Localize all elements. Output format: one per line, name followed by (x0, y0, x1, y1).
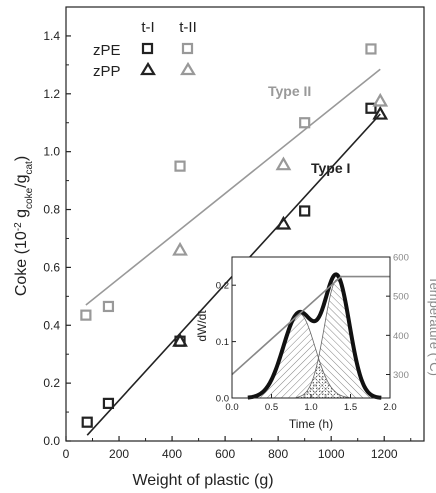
main-y-axis-label: Coke (10-2 gcoke/gcat) (13, 156, 35, 296)
fit-label-type-ii: Type II (268, 83, 311, 99)
legend-col-header-t-ii: t-II (179, 19, 197, 36)
inset-x-axis-label: Time (h) (289, 417, 333, 431)
fit-line-type-ii (85, 68, 381, 306)
inset-curves (231, 272, 390, 400)
data-point-triangle (372, 92, 389, 107)
data-point-triangle (172, 332, 188, 347)
inset-right-y-tick-label: 400 (393, 331, 409, 342)
inset-right-y-tick-label: 500 (393, 292, 409, 303)
data-point-square (299, 117, 311, 129)
legend-marker-zpe-t-ii (181, 42, 194, 55)
inset-right-y-tick-label: 300 (393, 370, 409, 381)
main-y-ticks: 0.0 0.2 0.4 0.6 0.8 1.0 1.2 1.4 (43, 6, 71, 448)
inset-temperature-line (231, 275, 390, 376)
legend-row-label-zpe: zPE (93, 42, 121, 59)
main-y-tick-label: 1.2 (43, 87, 60, 101)
inset-x-tick-label: 0.0 (225, 402, 238, 413)
inset-y-axis-label: dW/dt (195, 310, 209, 342)
inset-y-tick-label: 0.2 (216, 281, 229, 292)
inset-x-tick-label: 2.0 (383, 402, 396, 413)
data-point-square (365, 102, 377, 114)
inset-x-ticks: 0.0 0.5 1.0 1.5 2.0 (225, 394, 397, 413)
inset-x-tick-label: 1.0 (304, 402, 317, 413)
data-point-triangle (172, 241, 188, 256)
inset-chart: 0.0 0.5 1.0 1.5 2.0 0.0 0.1 0.2 300 400 500 600 T… (195, 253, 436, 432)
inset-y-tick-label: 0.1 (216, 337, 229, 348)
legend-row-label-zpp: zPP (93, 63, 121, 80)
main-y-tick-label: 0.6 (43, 260, 60, 274)
inset-dw-dt-curve (247, 272, 382, 400)
legend: t-I t-II zPE zPP (93, 19, 197, 80)
main-x-tick-label: 1000 (318, 447, 345, 461)
data-point-triangle (275, 215, 292, 230)
main-chart: 0 200 400 600 800 1000 1200 0.0 0.2 0.4 0.6 0.8 1.0… (13, 6, 425, 489)
data-point-square (365, 43, 377, 55)
main-y-tick-label: 0.2 (43, 376, 60, 390)
data-point-triangle (275, 156, 292, 171)
main-y-tick-label: 1.0 (43, 145, 60, 159)
main-x-tick-label: 600 (215, 447, 235, 461)
legend-marker-zpe-t-i (141, 42, 154, 55)
inset-right-y-tick-label: 600 (393, 253, 409, 264)
inset-right-y-ticks: 300 400 500 600 (386, 253, 409, 381)
data-point-square (80, 309, 92, 321)
inset-y-ticks: 0.0 0.1 0.2 (216, 281, 236, 405)
legend-col-header-t-i: t-I (141, 19, 154, 36)
inset-x-tick-label: 0.5 (265, 402, 278, 413)
inset-y-tick-label: 0.0 (216, 394, 229, 405)
data-point-square (81, 416, 93, 428)
inset-x-tick-label: 1.5 (344, 402, 357, 413)
legend-marker-zpp-t-ii (180, 61, 196, 76)
main-x-tick-label: 400 (162, 447, 182, 461)
fit-label-type-i: Type I (311, 160, 350, 176)
data-point-square (102, 300, 115, 313)
main-y-tick-label: 0.0 (43, 434, 60, 448)
legend-marker-zpp-t-i (140, 61, 156, 76)
main-data-points (80, 43, 389, 428)
main-y-tick-label: 1.4 (43, 29, 60, 43)
main-x-tick-label: 200 (109, 447, 129, 461)
inset-right-y-axis-label: Temperature (°C) (427, 276, 436, 376)
data-point-triangle (372, 105, 389, 120)
data-point-square (299, 205, 311, 217)
main-plot-frame (65, 6, 425, 442)
data-point-square (102, 397, 115, 409)
main-x-tick-label: 0 (63, 447, 70, 461)
main-x-tick-label: 800 (268, 447, 288, 461)
inset-peak-overlap (299, 359, 351, 398)
main-x-ticks: 0 200 400 600 800 1000 1200 (63, 436, 412, 461)
main-x-tick-label: 1200 (371, 447, 398, 461)
main-y-tick-label: 0.8 (43, 203, 60, 217)
main-x-axis-label: Weight of plastic (g) (132, 472, 273, 489)
data-point-square (174, 160, 186, 172)
main-y-tick-label: 0.4 (43, 318, 60, 332)
